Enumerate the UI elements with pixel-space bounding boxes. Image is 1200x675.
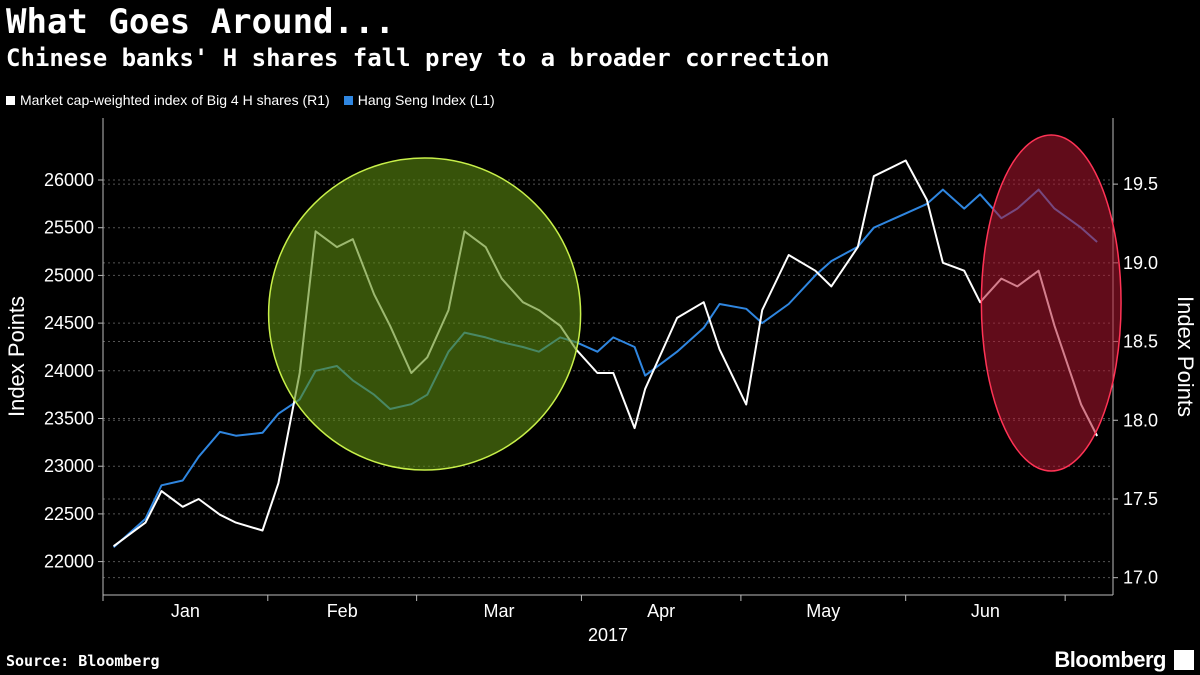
y-right-tick-label-2: 18.0 — [1123, 410, 1158, 430]
y-left-axis-title: Index Points — [4, 296, 29, 417]
legend-item-big4: Market cap-weighted index of Big 4 H sha… — [6, 92, 330, 108]
y-left-tick-label-5: 24500 — [44, 313, 94, 333]
y-left-tick-label-6: 25000 — [44, 265, 94, 285]
legend-swatch-big4 — [6, 95, 15, 105]
highlight-ellipse-red — [980, 134, 1122, 472]
legend-label-big4: Market cap-weighted index of Big 4 H sha… — [20, 92, 330, 108]
legend-item-hang-seng: Hang Seng Index (L1) — [343, 92, 495, 108]
legend-label-hang-seng: Hang Seng Index (L1) — [357, 92, 495, 108]
brand-logo: Bloomberg — [1054, 647, 1166, 672]
y-left-tick-label-3: 23500 — [44, 409, 94, 429]
x-tick-label-1: Feb — [327, 601, 358, 621]
series-line-hang-seng — [112, 188, 1098, 549]
y-right-tick-label-4: 19.0 — [1123, 253, 1158, 273]
y-right-tick-label-1: 17.5 — [1123, 489, 1158, 509]
x-tick-label-5: Jun — [971, 601, 1000, 621]
x-tick-label-2: Mar — [484, 601, 515, 621]
y-right-axis-title: Index Points — [1173, 296, 1198, 417]
x-tick-label-3: Apr — [647, 601, 675, 621]
source-note: Source: Bloomberg — [6, 652, 160, 670]
x-tick-label-0: Jan — [171, 601, 200, 621]
y-right-tick-label-3: 18.5 — [1123, 332, 1158, 352]
y-left-tick-label-0: 22000 — [44, 552, 94, 572]
y-right-tick-label-5: 19.5 — [1123, 174, 1158, 194]
x-axis-label: 2017 — [588, 625, 628, 645]
legend: Market cap-weighted index of Big 4 H sha… — [6, 92, 495, 108]
y-left-tick-label-2: 23000 — [44, 456, 94, 476]
y-left-tick-label-1: 22500 — [44, 504, 94, 524]
y-left-tick-label-7: 25500 — [44, 218, 94, 238]
x-tick-label-4: May — [806, 601, 840, 621]
legend-swatch-hang-seng — [343, 95, 353, 105]
y-left-tick-label-8: 26000 — [44, 170, 94, 190]
y-left-tick-label-4: 24000 — [44, 361, 94, 381]
chart-subtitle: Chinese banks' H shares fall prey to a b… — [6, 44, 830, 72]
highlight-circle-green — [267, 157, 582, 471]
series-line-big4 — [113, 159, 1098, 548]
bloomberg-icon — [1174, 650, 1194, 670]
chart-title: What Goes Around... — [6, 2, 395, 42]
y-right-tick-label-0: 17.0 — [1123, 568, 1158, 588]
